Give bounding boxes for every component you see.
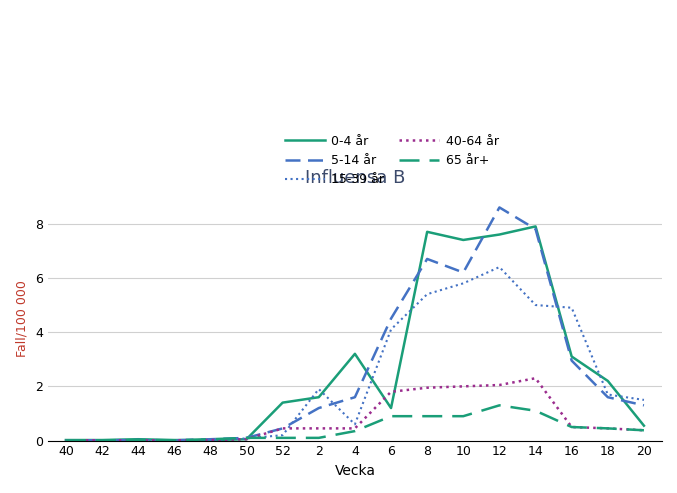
Title: Influensa B: Influensa B xyxy=(305,169,405,187)
Y-axis label: Fall/100 000: Fall/100 000 xyxy=(15,280,28,357)
X-axis label: Vecka: Vecka xyxy=(334,464,376,478)
Legend: 0-4 år, 5-14 år, 15-39 år, 40-64 år, 65 år+: 0-4 år, 5-14 år, 15-39 år, 40-64 år, 65 … xyxy=(280,130,504,191)
